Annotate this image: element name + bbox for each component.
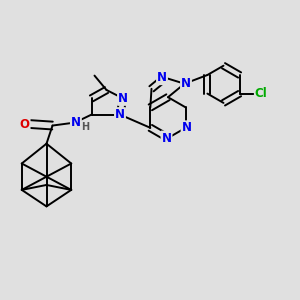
Text: Cl: Cl <box>255 87 268 100</box>
Text: N: N <box>182 121 192 134</box>
Text: N: N <box>118 92 128 105</box>
Text: N: N <box>181 77 191 90</box>
Text: N: N <box>71 116 81 129</box>
Text: N: N <box>161 131 172 145</box>
Text: N: N <box>115 108 125 121</box>
Text: N: N <box>157 71 167 84</box>
Text: O: O <box>20 118 30 130</box>
Text: H: H <box>81 122 89 132</box>
